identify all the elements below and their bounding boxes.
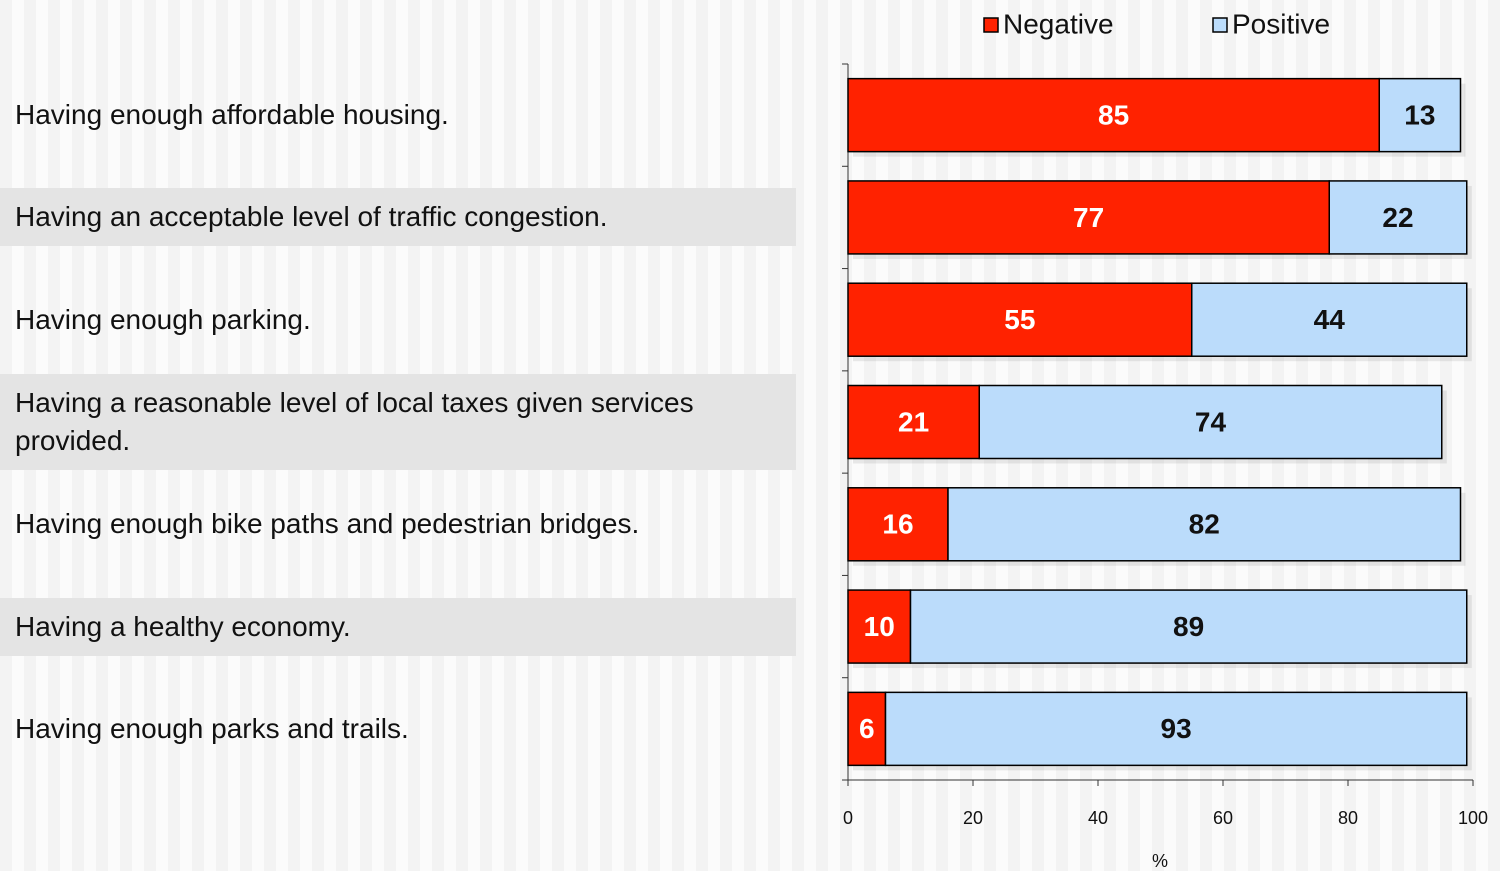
- value-label: 55: [1004, 304, 1035, 335]
- legend-label: Positive: [1232, 8, 1330, 39]
- x-tick-label: 0: [843, 808, 853, 828]
- category-label: Having a healthy economy.: [0, 597, 796, 656]
- value-label: 22: [1382, 202, 1413, 233]
- category-label: Having an acceptable level of traffic co…: [0, 188, 796, 247]
- bar: [847, 384, 980, 460]
- x-tick-label: 100: [1458, 808, 1488, 828]
- value-label: 44: [1314, 304, 1346, 335]
- bar: [1378, 77, 1462, 153]
- bar: [884, 691, 1468, 767]
- value-label: 74: [1195, 406, 1227, 437]
- bar: [847, 487, 949, 562]
- legend-swatch: [983, 17, 999, 33]
- bar: [847, 589, 912, 664]
- value-label: 21: [898, 406, 929, 437]
- category-label: Having enough bike paths and pedestrian …: [15, 508, 640, 540]
- x-tick-label: 20: [963, 808, 983, 828]
- category-label: Having enough parks and trails.: [15, 712, 409, 744]
- bar: [847, 282, 1193, 357]
- bar: [947, 487, 1462, 562]
- legend-label: Negative: [1003, 8, 1114, 39]
- x-axis-label: %: [1152, 851, 1168, 871]
- legend-swatch: [1212, 17, 1228, 33]
- bar: [978, 384, 1443, 460]
- value-label: 77: [1073, 202, 1104, 233]
- bar: [1191, 282, 1468, 357]
- value-label: 85: [1098, 100, 1129, 131]
- category-label: Having enough affordable housing.: [15, 99, 449, 131]
- bar: [847, 77, 1380, 153]
- value-label: 89: [1173, 611, 1204, 642]
- x-tick-label: 40: [1088, 808, 1108, 828]
- value-label: 82: [1189, 509, 1220, 540]
- category-label: Having a reasonable level of local taxes…: [0, 374, 796, 470]
- value-label: 16: [882, 509, 913, 540]
- bar: [1328, 180, 1468, 255]
- x-tick-label: 80: [1338, 808, 1358, 828]
- x-tick-label: 60: [1213, 808, 1233, 828]
- category-label: Having enough parking.: [15, 303, 311, 335]
- value-label: 10: [864, 611, 895, 642]
- value-label: 6: [859, 713, 875, 744]
- value-label: 93: [1161, 713, 1192, 744]
- value-label: 13: [1404, 100, 1435, 131]
- bar: [909, 589, 1468, 664]
